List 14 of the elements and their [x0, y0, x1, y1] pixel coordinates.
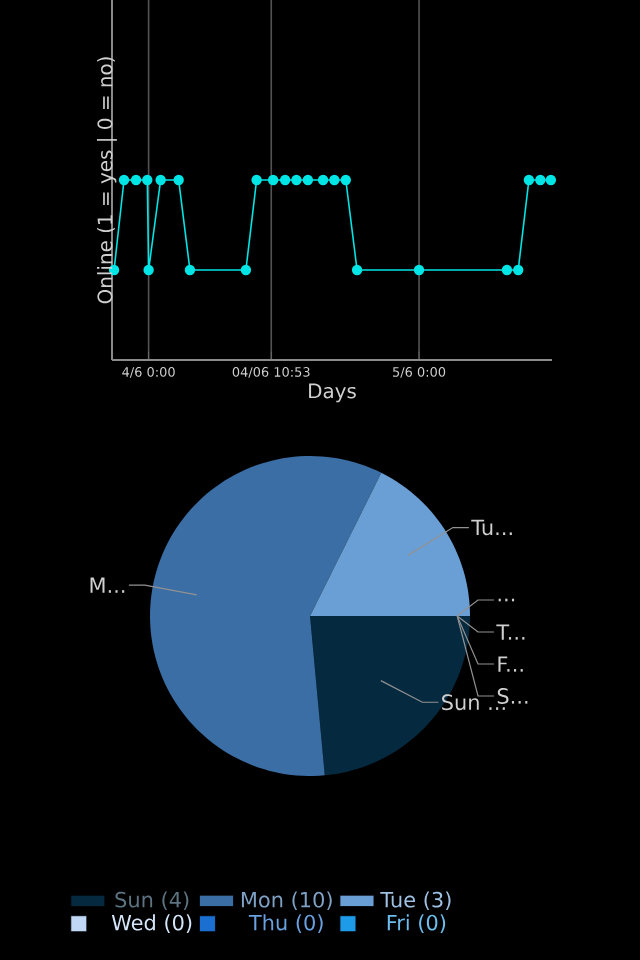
text: M... — [90, 577, 125, 593]
legend-label: Tue (3) — [380, 891, 451, 911]
text: T... — [496, 624, 525, 640]
y-axis-title: Online (1 = yes | 0 = no) — [96, 57, 117, 304]
text: F... — [498, 656, 523, 672]
legend-label: Fri (0) — [387, 914, 446, 933]
legend-label: Wed (0) — [111, 914, 192, 933]
x-axis-title: Days — [309, 383, 356, 403]
text: S... — [497, 688, 528, 704]
text: Tu... — [471, 519, 512, 536]
legend-label: Sun (4) — [115, 891, 189, 911]
legend-label: Mon (10) — [241, 891, 332, 911]
legend-label: Thu (0) — [248, 914, 323, 933]
text: ... — [498, 598, 515, 602]
